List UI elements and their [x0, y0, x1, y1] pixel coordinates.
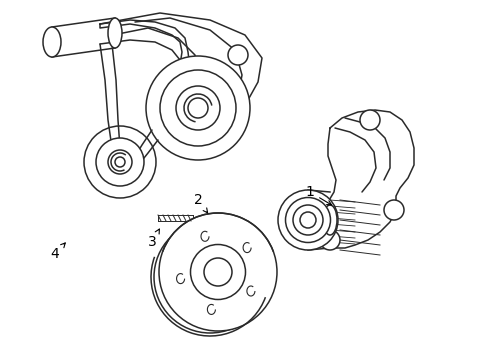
Circle shape — [359, 110, 379, 130]
Ellipse shape — [278, 190, 337, 250]
Text: 2: 2 — [193, 193, 207, 213]
Ellipse shape — [323, 205, 336, 235]
Circle shape — [115, 157, 125, 167]
Ellipse shape — [154, 221, 265, 333]
Circle shape — [176, 86, 220, 130]
Text: 1: 1 — [305, 185, 331, 205]
Circle shape — [319, 230, 339, 250]
Text: 4: 4 — [51, 243, 65, 261]
Circle shape — [84, 126, 156, 198]
Circle shape — [187, 98, 207, 118]
Ellipse shape — [203, 258, 231, 286]
Circle shape — [108, 150, 132, 174]
Ellipse shape — [43, 27, 61, 57]
Circle shape — [160, 70, 236, 146]
Ellipse shape — [190, 244, 245, 300]
Ellipse shape — [292, 205, 323, 235]
Ellipse shape — [159, 213, 276, 331]
Ellipse shape — [285, 198, 330, 243]
Circle shape — [227, 45, 247, 65]
Ellipse shape — [299, 212, 315, 228]
Ellipse shape — [108, 18, 122, 48]
Circle shape — [96, 138, 143, 186]
Circle shape — [383, 200, 403, 220]
Circle shape — [146, 56, 249, 160]
Text: 3: 3 — [147, 229, 159, 249]
